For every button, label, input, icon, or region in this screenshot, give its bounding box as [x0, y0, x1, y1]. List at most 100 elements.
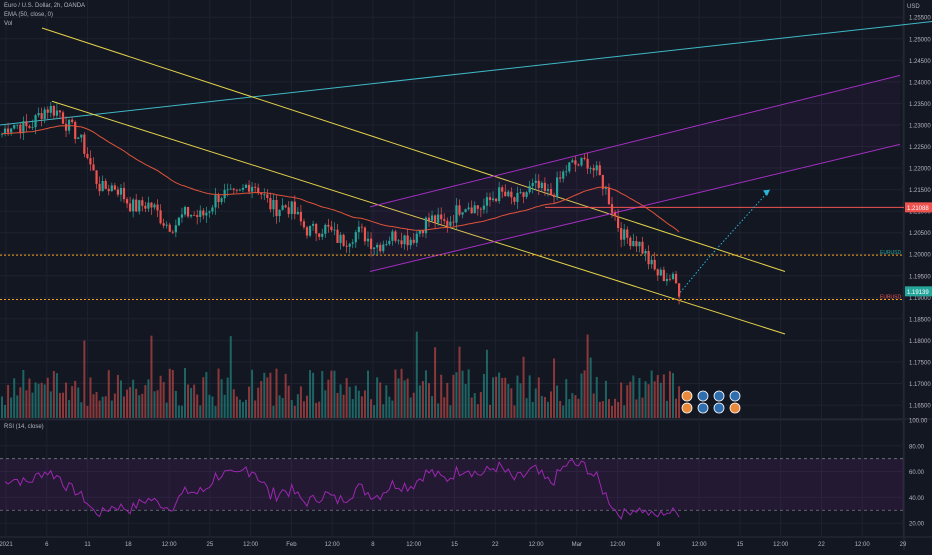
candle-body [571, 160, 574, 163]
purple-channel-lower [369, 143, 901, 272]
volume-bar [357, 390, 360, 418]
volume-bar [138, 395, 141, 418]
candle-body [132, 199, 135, 212]
volume-bar [162, 382, 165, 418]
candle-body [391, 231, 394, 241]
volume-bar [339, 384, 342, 418]
candle-body [662, 269, 665, 282]
candle-body [238, 189, 241, 191]
volume-bar [373, 405, 376, 418]
candle-body [653, 259, 656, 270]
volume-bar [617, 402, 620, 418]
candle-body [333, 229, 336, 231]
volume-bar [10, 397, 13, 418]
volume-bar [455, 372, 458, 418]
rsi-axis-label: 40.00 [909, 496, 925, 502]
volume-bar [382, 404, 385, 418]
candle-body [247, 184, 251, 192]
volume-bar [254, 400, 257, 418]
volume-bar [437, 403, 440, 418]
cyan-trendline [0, 21, 932, 126]
candle-body [327, 224, 330, 227]
volume-bar [406, 378, 409, 418]
candle-body [162, 223, 165, 226]
volume-bar [43, 384, 46, 418]
volume-bar [180, 405, 183, 418]
time-axis-label: 12:00 [325, 542, 341, 548]
trendlines-layer [0, 21, 932, 335]
price-axis-label: 1.17000 [909, 382, 931, 388]
price-axis-label: 1.18000 [909, 339, 931, 345]
candle-body [0, 133, 4, 135]
ema-line [1, 125, 680, 233]
volume-bar [4, 404, 7, 418]
volume-bar [412, 392, 415, 418]
volume-bar [440, 374, 443, 418]
volume-bar [40, 382, 43, 418]
volume-bar [595, 376, 598, 418]
volume-bar [473, 393, 476, 418]
volume-bar [424, 370, 427, 418]
candle-body [199, 210, 202, 217]
candle-body [626, 229, 629, 238]
candle-body [275, 200, 278, 217]
candle-body [437, 214, 440, 223]
volume-bar [580, 373, 583, 418]
candle-body [458, 205, 461, 215]
event-icon [729, 390, 741, 402]
volume-bar [116, 374, 119, 418]
candle-body [16, 124, 19, 126]
volume-bar [623, 405, 626, 418]
candle-body [55, 110, 58, 116]
volume-bar [89, 377, 92, 418]
candle-body [290, 201, 293, 214]
candle-body [635, 241, 638, 247]
candle-body [443, 219, 446, 221]
candle-body [382, 244, 385, 252]
candle-body [464, 209, 467, 213]
candle-body [278, 209, 281, 217]
volume-bar [562, 405, 565, 418]
candle-body [604, 187, 607, 189]
candle-body [498, 187, 501, 202]
rsi-axis-label: 80.00 [909, 444, 925, 450]
volume-bar [315, 402, 318, 418]
candle-body [68, 119, 71, 131]
candle-body [272, 200, 275, 210]
volume-bar [550, 391, 552, 418]
candle-body [13, 124, 16, 129]
volume-bar [501, 377, 504, 418]
volume-bar [278, 395, 281, 418]
candle-body [610, 204, 614, 213]
candle-body [58, 110, 62, 113]
price-axis-label: 1.18500 [909, 317, 931, 323]
candle-body [485, 197, 489, 206]
volume-bar [168, 368, 171, 418]
candle-body [156, 204, 159, 211]
volume-bar [345, 378, 348, 418]
candle-body [592, 168, 595, 171]
candle-body [461, 212, 464, 215]
volume-bar [266, 377, 269, 418]
candle-body [28, 126, 31, 128]
volume-bar [147, 379, 150, 418]
volume-bar [293, 405, 296, 418]
volume-bar [220, 379, 223, 418]
candle-body [177, 217, 180, 226]
volume-bar [132, 379, 135, 418]
time-axis-label: 22 [818, 542, 825, 548]
candle-body [513, 197, 516, 202]
time-axis-label: 8 [371, 542, 375, 548]
volume-bar [662, 374, 665, 418]
volume-bar [434, 347, 437, 418]
volume-bar [653, 381, 656, 418]
candle-body [254, 186, 257, 188]
price-axis-label: 1.25500 [909, 16, 931, 22]
candle-body [19, 124, 22, 134]
candle-body [235, 189, 238, 191]
volume-bar [611, 405, 613, 418]
volume-bar [223, 394, 226, 418]
time-axis-label: 12:00 [162, 542, 178, 548]
